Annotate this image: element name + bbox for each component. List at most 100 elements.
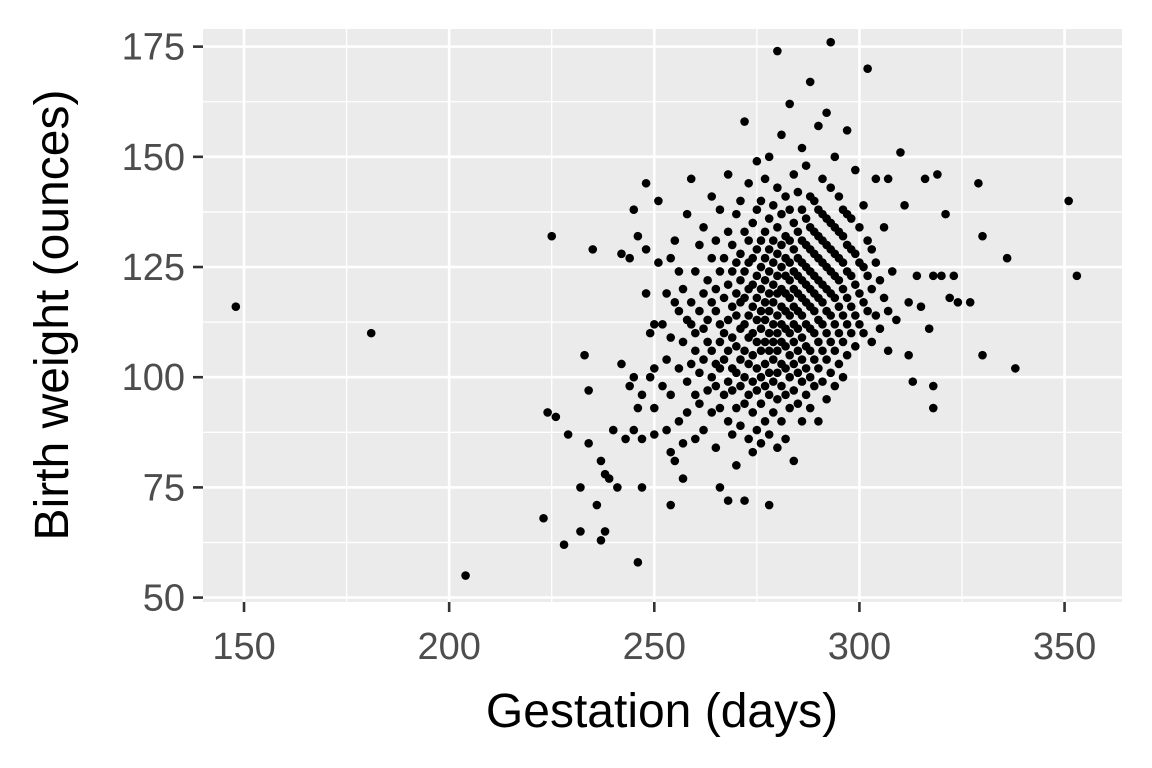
x-tick-label: 350 — [1033, 626, 1096, 668]
data-point — [756, 439, 766, 448]
data-point — [740, 372, 749, 382]
data-point — [686, 174, 696, 184]
data-point — [773, 223, 782, 232]
data-point — [691, 267, 700, 276]
data-point — [863, 306, 872, 316]
data-point — [695, 240, 704, 250]
data-point — [1072, 271, 1082, 281]
data-point — [719, 355, 729, 364]
data-point — [707, 297, 717, 307]
data-point — [748, 280, 758, 289]
data-point — [875, 275, 885, 285]
data-point — [748, 447, 758, 457]
data-point — [559, 540, 569, 549]
data-point — [805, 372, 815, 382]
data-point — [793, 324, 803, 334]
data-point — [732, 342, 741, 351]
data-point — [851, 249, 860, 259]
data-point — [760, 253, 770, 263]
data-point — [793, 368, 803, 378]
data-point — [674, 416, 684, 426]
data-point — [764, 289, 774, 298]
data-point — [773, 249, 782, 259]
data-point — [600, 527, 610, 536]
data-point — [773, 346, 782, 356]
data-point — [793, 187, 803, 197]
data-point — [822, 108, 831, 118]
data-point — [883, 306, 893, 316]
data-point — [789, 337, 799, 347]
data-point — [231, 302, 241, 311]
data-point — [715, 403, 725, 413]
data-point — [711, 381, 721, 391]
data-point — [719, 328, 729, 338]
data-points — [231, 37, 1082, 580]
data-point — [604, 474, 614, 483]
data-point — [756, 399, 766, 408]
data-point — [793, 227, 803, 237]
data-point — [768, 201, 778, 210]
data-point — [863, 271, 872, 281]
data-point — [633, 403, 643, 413]
data-point — [666, 253, 676, 263]
data-point — [928, 271, 938, 281]
data-point — [871, 258, 881, 267]
data-point — [736, 381, 745, 391]
data-point — [773, 328, 782, 338]
data-point — [740, 496, 749, 505]
data-point — [723, 280, 733, 289]
data-point — [838, 337, 848, 347]
data-point — [924, 324, 934, 334]
data-point — [592, 500, 602, 510]
data-point — [715, 205, 725, 215]
data-point — [740, 346, 749, 356]
data-point — [744, 434, 753, 444]
data-point — [637, 483, 647, 492]
data-point — [949, 271, 959, 281]
x-tick-label: 200 — [417, 626, 480, 668]
data-point — [736, 196, 745, 206]
data-point — [842, 126, 852, 135]
data-point — [764, 390, 774, 400]
data-point — [678, 474, 688, 483]
data-point — [896, 148, 905, 157]
data-point — [539, 513, 548, 523]
data-point — [842, 293, 852, 303]
data-point — [699, 324, 708, 334]
data-point — [764, 245, 774, 254]
data-point — [892, 315, 901, 325]
data-point — [608, 425, 618, 435]
data-point — [879, 293, 889, 303]
data-point — [830, 152, 840, 162]
data-point — [834, 328, 844, 338]
data-point — [805, 346, 815, 356]
y-tick-label: 125 — [122, 247, 185, 289]
data-point — [715, 337, 725, 347]
data-point — [727, 386, 737, 395]
data-point — [834, 275, 844, 285]
data-point — [908, 377, 918, 386]
x-tick-label: 300 — [828, 626, 891, 668]
data-point — [547, 231, 557, 241]
data-point — [846, 328, 856, 338]
data-point — [928, 403, 938, 413]
data-point — [711, 236, 721, 245]
data-point — [1011, 364, 1020, 373]
data-point — [752, 315, 762, 325]
data-point — [756, 324, 766, 334]
data-point — [768, 320, 778, 329]
data-point — [621, 434, 630, 444]
data-point — [707, 192, 717, 201]
data-point — [576, 527, 585, 536]
data-point — [773, 443, 782, 453]
data-point — [674, 306, 684, 316]
data-point — [711, 284, 721, 294]
data-point — [588, 245, 598, 254]
data-point — [732, 368, 741, 378]
data-point — [789, 218, 799, 228]
data-point — [818, 377, 827, 386]
data-point — [678, 337, 688, 347]
data-point — [830, 293, 840, 303]
data-point — [912, 271, 922, 281]
data-point — [797, 377, 807, 386]
